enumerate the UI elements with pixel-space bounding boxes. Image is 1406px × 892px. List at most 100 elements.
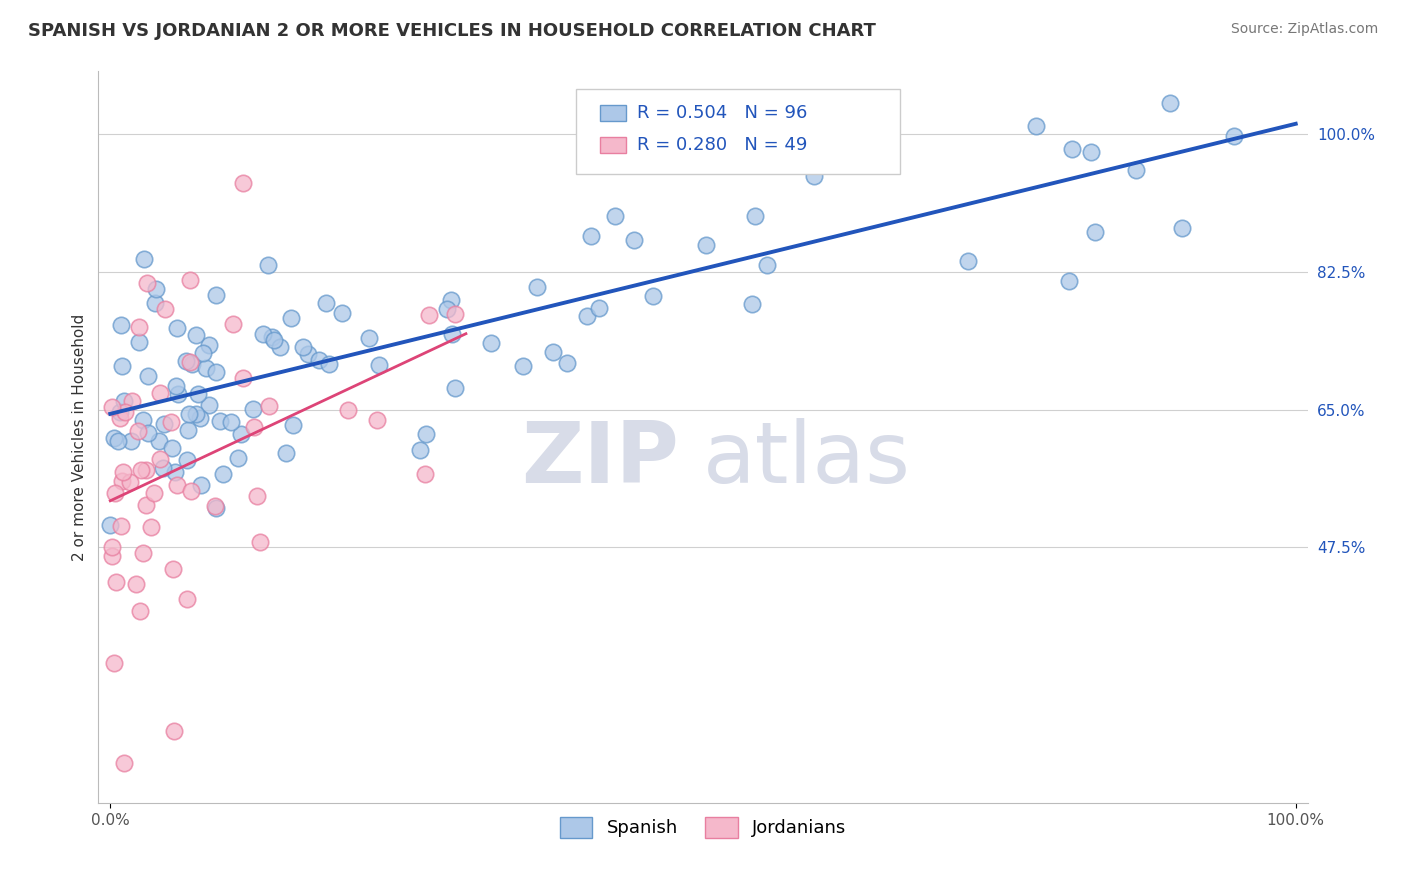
Y-axis label: 2 or more Vehicles in Household: 2 or more Vehicles in Household (72, 313, 87, 561)
Point (219, 415, 242, 429)
Point (1125, 163, 1147, 178)
Point (205, 500, 228, 515)
Point (274, 446, 297, 460)
Point (418, 309, 440, 323)
Point (148, 434, 170, 448)
Point (1025, 119, 1047, 133)
Point (184, 407, 207, 421)
Point (118, 475, 141, 489)
Point (108, 405, 131, 419)
Point (1084, 226, 1107, 240)
Point (367, 358, 389, 372)
Point (257, 399, 280, 413)
Point (179, 273, 201, 287)
Point (128, 320, 150, 334)
Point (138, 426, 160, 441)
Point (136, 369, 159, 384)
Point (166, 477, 188, 491)
Point (441, 326, 464, 341)
Point (444, 381, 467, 395)
Point (1057, 274, 1080, 288)
Point (128, 335, 150, 350)
Point (1080, 145, 1102, 159)
Point (280, 311, 302, 326)
Point (167, 387, 190, 401)
Point (318, 358, 340, 372)
Point (180, 483, 202, 498)
Text: ZIP: ZIP (522, 417, 679, 500)
Point (149, 386, 172, 401)
Point (110, 318, 132, 333)
Text: atlas: atlas (703, 417, 911, 500)
Point (198, 399, 221, 413)
Point (1159, 96, 1181, 111)
Point (744, 209, 766, 223)
Point (229, 426, 252, 441)
Point (198, 337, 221, 351)
Point (103, 431, 125, 445)
Point (132, 413, 155, 427)
Point (336, 402, 359, 417)
Point (204, 288, 226, 302)
Point (232, 370, 254, 384)
Point (246, 489, 269, 503)
Point (756, 258, 779, 272)
Point (136, 276, 159, 290)
Point (359, 331, 381, 345)
Point (436, 301, 458, 316)
Point (184, 328, 207, 343)
Point (623, 233, 645, 247)
Point (242, 402, 264, 417)
Point (695, 238, 717, 252)
Point (1171, 221, 1194, 235)
Point (204, 365, 226, 379)
Point (297, 347, 319, 361)
Point (160, 442, 183, 456)
Point (181, 357, 204, 371)
Text: Source: ZipAtlas.com: Source: ZipAtlas.com (1230, 22, 1378, 37)
Point (112, 756, 135, 771)
Point (131, 546, 153, 560)
Point (256, 258, 278, 272)
Text: SPANISH VS JORDANIAN 2 OR MORE VEHICLES IN HOUSEHOLD CORRELATION CHART: SPANISH VS JORDANIAN 2 OR MORE VEHICLES … (28, 22, 876, 40)
Text: R = 0.280   N = 49: R = 0.280 N = 49 (637, 136, 807, 154)
Point (101, 400, 124, 414)
Point (149, 451, 172, 466)
Point (190, 478, 212, 492)
Point (541, 344, 564, 359)
Point (603, 210, 626, 224)
Point (176, 452, 198, 467)
Point (444, 307, 467, 321)
Point (269, 340, 291, 354)
Point (135, 463, 157, 477)
Point (100, 517, 122, 532)
Point (741, 297, 763, 311)
Point (110, 359, 132, 373)
Point (111, 474, 134, 488)
Point (440, 293, 463, 307)
Point (366, 412, 388, 426)
Point (162, 562, 184, 576)
Point (579, 229, 602, 244)
Point (129, 463, 152, 477)
Point (127, 424, 149, 438)
Point (114, 405, 136, 419)
Point (212, 467, 235, 481)
Point (555, 356, 578, 370)
Point (143, 296, 166, 310)
Point (153, 417, 176, 431)
Point (204, 499, 226, 513)
Point (165, 465, 187, 479)
Point (315, 296, 337, 310)
Point (188, 410, 211, 425)
Point (120, 434, 142, 448)
Point (195, 361, 218, 376)
Point (107, 434, 129, 449)
Point (728, 139, 751, 153)
Point (134, 252, 156, 267)
Point (179, 355, 201, 369)
Point (576, 309, 599, 323)
Point (121, 394, 143, 409)
Point (145, 282, 167, 296)
Point (104, 575, 127, 590)
